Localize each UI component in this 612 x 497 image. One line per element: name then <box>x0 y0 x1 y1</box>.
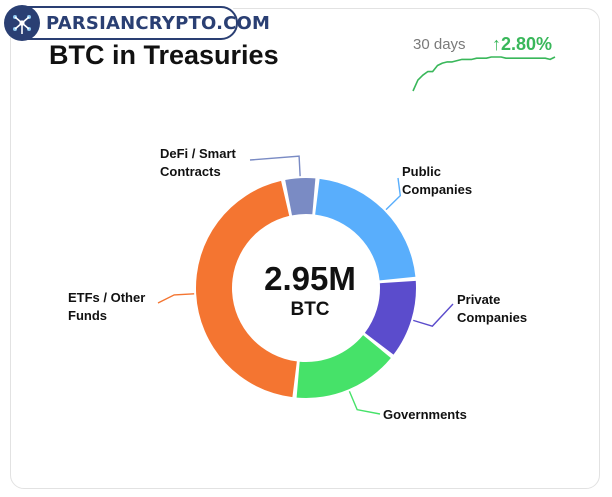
slice-private-companies[interactable] <box>364 280 416 355</box>
label-private-companies: Private Companies <box>457 292 528 325</box>
leader-line-etfs-other-funds <box>157 293 195 304</box>
leader-line-public-companies <box>385 177 402 211</box>
label-defi-smart-contracts: DeFi / Smart Contracts <box>160 146 236 179</box>
watermark-text: PARSIANCRYPTO.COM <box>46 13 271 34</box>
sparkline <box>412 56 556 92</box>
total-value: 2.95M <box>264 260 356 297</box>
watermark-badge: PARSIANCRYPTO.COM <box>4 5 270 41</box>
leader-line-private-companies <box>413 303 454 327</box>
watermark-logo-icon <box>4 5 40 41</box>
chart-card <box>10 8 600 489</box>
label-public-companies: Public Companies <box>402 164 473 197</box>
slice-etfs-other-funds[interactable] <box>196 180 297 398</box>
slice-governments[interactable] <box>296 335 391 398</box>
sparkline-series <box>412 56 556 92</box>
slice-defi-smart-contracts[interactable] <box>285 178 316 216</box>
change-percent: ↑2.80% <box>492 34 553 54</box>
leader-line-governments <box>348 390 381 415</box>
label-governments: Governments <box>383 407 467 422</box>
slice-public-companies[interactable] <box>315 178 416 281</box>
label-etfs-other-funds: ETFs / Other Funds <box>68 290 146 323</box>
chart-title: BTC in Treasuries <box>49 40 279 70</box>
period-label: 30 days <box>413 36 466 53</box>
total-unit: BTC <box>290 299 330 320</box>
leader-line-defi-smart-contracts <box>249 155 301 177</box>
